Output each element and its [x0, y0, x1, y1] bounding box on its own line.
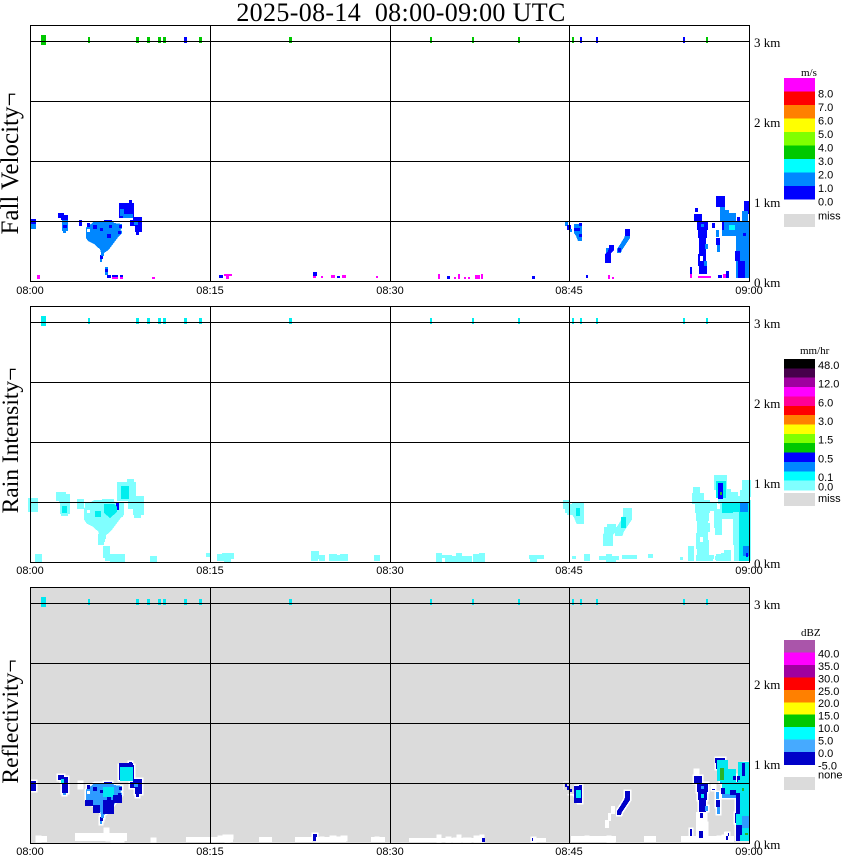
svg-text:09:00: 09:00 — [735, 285, 763, 297]
svg-text:08:30: 08:30 — [376, 846, 404, 858]
svg-text:08:15: 08:15 — [196, 285, 224, 297]
svg-text:08:30: 08:30 — [376, 565, 404, 577]
svg-text:3 km: 3 km — [754, 597, 780, 612]
svg-text:0.0: 0.0 — [818, 482, 833, 494]
svg-text:2 km: 2 km — [754, 677, 780, 692]
svg-text:Reflectivity¬: Reflectivity¬ — [0, 659, 24, 783]
svg-text:30.0: 30.0 — [818, 673, 839, 685]
svg-text:48.0: 48.0 — [818, 360, 839, 372]
svg-text:Fall Velocity¬: Fall Velocity¬ — [0, 92, 24, 234]
svg-text:1 km: 1 km — [754, 476, 780, 491]
svg-text:1 km: 1 km — [754, 195, 780, 210]
svg-text:08:45: 08:45 — [555, 846, 583, 858]
svg-text:25.0: 25.0 — [818, 686, 839, 698]
svg-text:08:45: 08:45 — [555, 565, 583, 577]
svg-text:1.5: 1.5 — [818, 435, 833, 447]
svg-text:5.0: 5.0 — [818, 129, 833, 141]
svg-text:08:00: 08:00 — [16, 285, 44, 297]
svg-text:3.0: 3.0 — [818, 416, 833, 428]
svg-text:4.0: 4.0 — [818, 143, 833, 155]
svg-text:1 km: 1 km — [754, 757, 780, 772]
svg-text:miss: miss — [818, 493, 841, 505]
svg-text:12.0: 12.0 — [818, 379, 839, 391]
svg-text:2025-08-14 08:00-09:00 UTC: 2025-08-14 08:00-09:00 UTC — [236, 0, 565, 27]
svg-text:0.5: 0.5 — [818, 453, 833, 465]
svg-text:8.0: 8.0 — [818, 89, 833, 101]
svg-text:mm/hr: mm/hr — [800, 345, 830, 357]
svg-text:2 km: 2 km — [754, 396, 780, 411]
svg-text:15.0: 15.0 — [818, 711, 839, 723]
svg-text:m/s: m/s — [801, 67, 817, 79]
svg-text:miss: miss — [818, 210, 841, 222]
svg-text:-5.0: -5.0 — [818, 761, 837, 773]
svg-text:2.0: 2.0 — [818, 170, 833, 182]
svg-text:09:00: 09:00 — [735, 565, 763, 577]
svg-text:08:15: 08:15 — [196, 565, 224, 577]
svg-text:6.0: 6.0 — [818, 397, 833, 409]
svg-text:0 km: 0 km — [754, 837, 780, 852]
svg-text:0 km: 0 km — [754, 275, 780, 290]
svg-text:40.0: 40.0 — [818, 649, 839, 661]
svg-text:3 km: 3 km — [754, 35, 780, 50]
svg-text:0.0: 0.0 — [818, 748, 833, 760]
svg-text:dBZ: dBZ — [801, 627, 821, 639]
svg-text:08:30: 08:30 — [376, 285, 404, 297]
svg-text:0.0: 0.0 — [818, 196, 833, 208]
svg-text:08:00: 08:00 — [16, 565, 44, 577]
svg-text:35.0: 35.0 — [818, 661, 839, 673]
svg-text:3 km: 3 km — [754, 316, 780, 331]
svg-text:0 km: 0 km — [754, 556, 780, 571]
svg-text:2 km: 2 km — [754, 115, 780, 130]
svg-text:08:00: 08:00 — [16, 846, 44, 858]
svg-text:08:15: 08:15 — [196, 846, 224, 858]
svg-text:20.0: 20.0 — [818, 698, 839, 710]
svg-text:6.0: 6.0 — [818, 116, 833, 128]
svg-text:7.0: 7.0 — [818, 102, 833, 114]
svg-text:3.0: 3.0 — [818, 156, 833, 168]
svg-text:5.0: 5.0 — [818, 736, 833, 748]
svg-text:10.0: 10.0 — [818, 723, 839, 735]
svg-text:none: none — [818, 769, 842, 781]
svg-text:09:00: 09:00 — [735, 846, 763, 858]
svg-text:Rain Intensity¬: Rain Intensity¬ — [0, 368, 24, 514]
svg-text:1.0: 1.0 — [818, 183, 833, 195]
svg-text:0.1: 0.1 — [818, 472, 833, 484]
svg-text:08:45: 08:45 — [555, 285, 583, 297]
